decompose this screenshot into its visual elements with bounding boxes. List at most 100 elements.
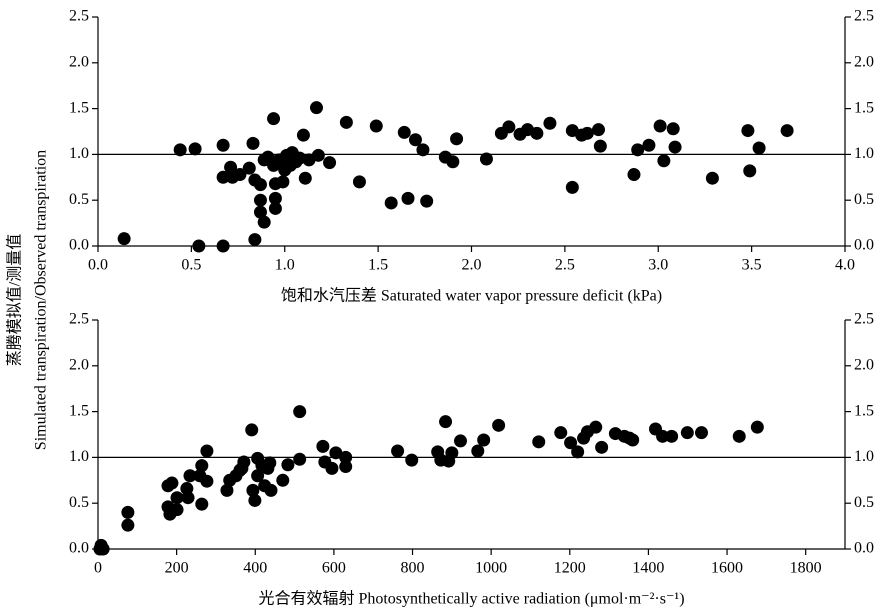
y-tick-label: 2.5 <box>69 311 89 328</box>
point <box>173 143 187 157</box>
point <box>492 418 506 432</box>
point <box>666 122 680 136</box>
point <box>235 461 249 475</box>
point <box>453 434 467 448</box>
point <box>323 156 337 170</box>
point <box>732 429 746 443</box>
point <box>439 415 453 429</box>
x-tick-label: 1.5 <box>368 257 388 274</box>
x-tick-label: 3.5 <box>742 257 762 274</box>
point <box>264 483 278 497</box>
point <box>416 143 430 157</box>
point <box>233 168 247 182</box>
x-tick-label: 2.0 <box>462 257 482 274</box>
y-tick-label: 2.5 <box>69 8 89 25</box>
point <box>680 426 694 440</box>
point <box>642 138 656 152</box>
point <box>571 445 585 459</box>
point <box>352 175 366 189</box>
point <box>216 170 230 184</box>
y-tick-label: 0.0 <box>69 540 89 557</box>
point <box>405 453 419 467</box>
point <box>245 423 259 437</box>
point <box>626 433 640 447</box>
y2-tick-label: 0.0 <box>854 540 874 557</box>
point <box>705 171 719 185</box>
point <box>276 473 290 487</box>
x-tick-label: 2.5 <box>555 257 575 274</box>
x-tick-label: 3.0 <box>648 257 668 274</box>
point <box>477 433 491 447</box>
point <box>532 435 546 449</box>
point <box>631 143 645 157</box>
x-axis-label: 光合有效辐射 Photosynthetically active radiati… <box>258 590 684 608</box>
x-axis-label: 饱和水汽压差 Saturated water vapor pressure de… <box>281 287 662 305</box>
point <box>565 180 579 194</box>
point <box>502 120 516 134</box>
y-axis-label: 蒸腾模拟值/测量值 <box>6 234 24 366</box>
point <box>248 233 262 247</box>
y2-tick-label: 2.5 <box>854 311 874 328</box>
point <box>224 160 238 174</box>
point <box>450 132 464 146</box>
point <box>554 426 568 440</box>
y2-tick-label: 1.0 <box>854 448 874 465</box>
point <box>471 444 485 458</box>
point <box>253 193 267 207</box>
y2-tick-label: 0.5 <box>854 494 874 511</box>
point <box>253 205 267 219</box>
x-tick-label: 0.0 <box>88 257 108 274</box>
point <box>216 239 230 253</box>
point <box>627 168 641 182</box>
x-tick-label: 1800 <box>790 560 822 577</box>
point <box>543 116 557 130</box>
y2-tick-label: 2.5 <box>854 8 874 25</box>
point <box>657 154 671 168</box>
point <box>752 141 766 155</box>
point <box>268 201 282 215</box>
x-tick-label: 1200 <box>554 560 586 577</box>
point <box>276 175 290 189</box>
point <box>188 142 202 156</box>
point <box>589 420 603 434</box>
point <box>384 196 398 210</box>
point <box>668 140 682 154</box>
point <box>591 123 605 137</box>
point <box>248 493 262 507</box>
point <box>183 469 197 483</box>
point <box>391 444 405 458</box>
point <box>329 446 343 460</box>
point <box>117 232 131 246</box>
point <box>694 426 708 440</box>
point <box>267 112 281 126</box>
point <box>181 491 195 505</box>
y-axis-label: Simulated transpiration/Observed transpi… <box>33 150 50 450</box>
point <box>246 136 260 150</box>
y-tick-label: 0.5 <box>69 494 89 511</box>
point <box>780 124 794 138</box>
point <box>296 128 310 142</box>
y-tick-label: 2.0 <box>69 356 89 373</box>
point <box>257 215 271 229</box>
point <box>121 505 135 519</box>
point <box>251 469 265 483</box>
point <box>253 178 267 192</box>
point <box>220 483 234 497</box>
point <box>298 171 312 185</box>
point <box>200 474 214 488</box>
point <box>741 124 755 138</box>
x-tick-label: 800 <box>401 560 425 577</box>
point <box>93 542 107 556</box>
point <box>309 101 323 115</box>
point <box>200 444 214 458</box>
point <box>170 503 184 517</box>
point <box>420 194 434 208</box>
point <box>750 420 764 434</box>
point <box>165 476 179 490</box>
y-tick-label: 1.5 <box>69 99 89 116</box>
point <box>743 164 757 178</box>
point <box>339 460 353 474</box>
point <box>246 483 260 497</box>
point <box>121 518 135 532</box>
